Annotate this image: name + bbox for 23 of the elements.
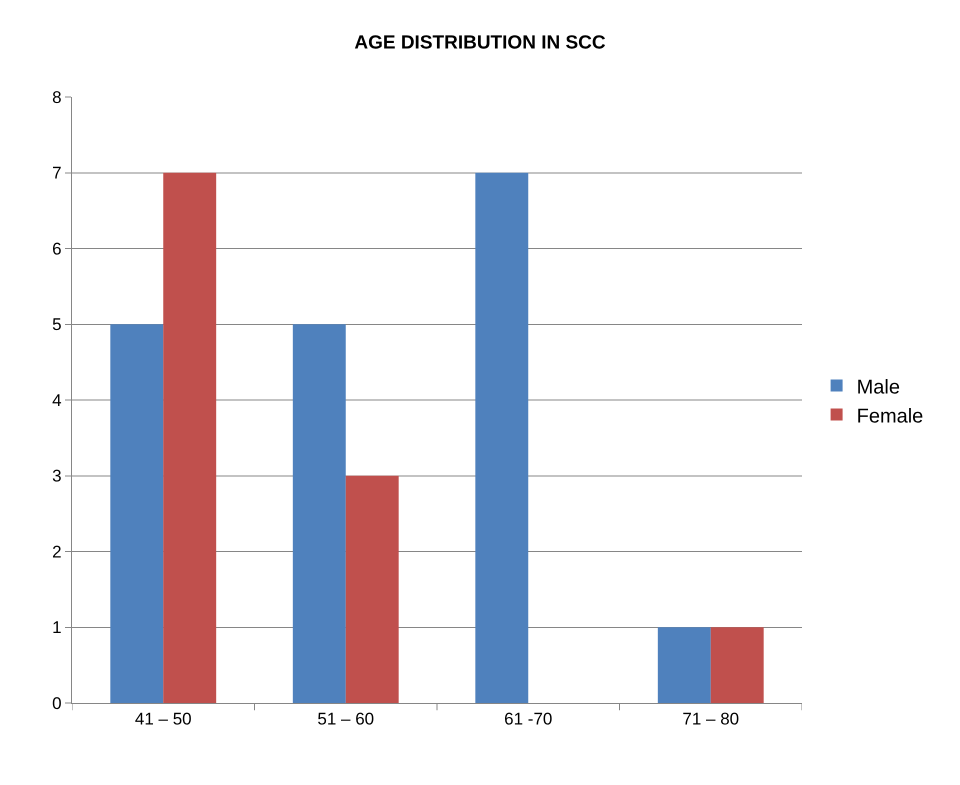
y-tick-label: 3 (52, 466, 62, 486)
y-tick-label: 7 (52, 164, 62, 183)
y-tick-label: 8 (52, 88, 62, 107)
x-tick-label: 51 – 60 (317, 709, 374, 728)
bar (163, 172, 216, 703)
y-tick-label: 2 (52, 542, 62, 562)
bar (110, 324, 164, 703)
bar (346, 476, 399, 703)
y-tick-label: 0 (52, 694, 62, 713)
y-tick-label: 1 (52, 618, 62, 638)
x-tick-label: 71 – 80 (682, 709, 740, 728)
y-tick-label: 6 (52, 239, 62, 258)
bar (475, 172, 528, 703)
y-tick-label: 5 (52, 315, 62, 334)
bar (292, 324, 346, 703)
legend-label: Male (856, 376, 900, 398)
y-tick-label: 4 (52, 390, 62, 410)
legend-label: Female (856, 405, 924, 428)
x-tick-label: 61 -70 (504, 709, 552, 728)
x-tick-label: 41 – 50 (134, 709, 192, 728)
bar (658, 627, 711, 703)
bar (710, 627, 764, 703)
chart-title: AGE DISTRIBUTION IN SCC (354, 32, 606, 54)
